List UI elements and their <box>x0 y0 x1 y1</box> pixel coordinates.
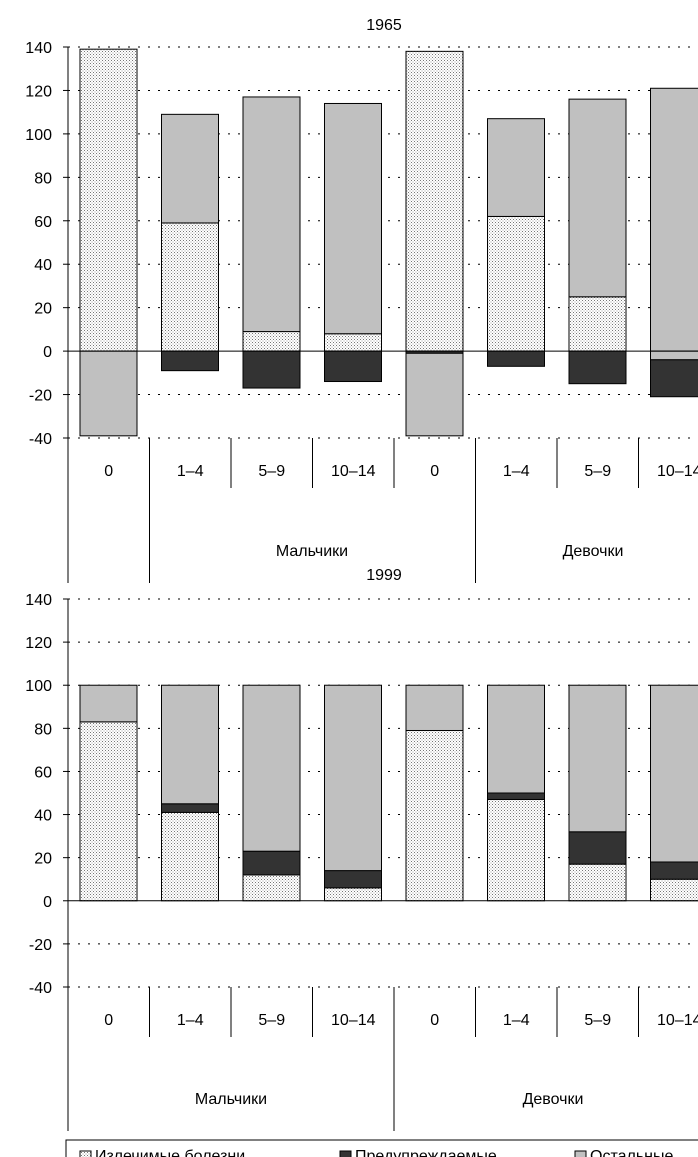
group-label: Мальчики <box>195 1091 267 1108</box>
bar-other <box>324 684 382 872</box>
y-tick-label: 40 <box>34 808 52 825</box>
y-tick-label: 80 <box>34 721 52 738</box>
y-tick-label: -40 <box>29 980 52 997</box>
x-tick-label: 1–4 <box>177 1012 204 1029</box>
y-tick-label: -40 <box>29 431 52 448</box>
y-tick-label: 120 <box>25 635 52 652</box>
bar-other <box>568 684 627 833</box>
bar-treatable <box>324 333 382 352</box>
bar-other <box>405 684 464 731</box>
bar-preventable <box>324 350 382 383</box>
bar-other <box>487 118 545 217</box>
chart-title: 1999 <box>366 567 402 584</box>
x-tick-label: 5–9 <box>258 1012 285 1029</box>
bar-treatable <box>487 798 545 902</box>
y-tick-label: 140 <box>25 592 52 609</box>
x-tick-label: 0 <box>430 1012 439 1029</box>
bar-preventable <box>161 803 219 813</box>
bar-treatable <box>568 863 627 902</box>
bar-treatable <box>405 729 464 902</box>
bar-treatable <box>161 222 219 352</box>
group-label: Девочки <box>563 543 624 560</box>
y-tick-label: 0 <box>43 344 52 361</box>
bar-preventable <box>568 350 627 385</box>
bar-other <box>161 684 219 805</box>
x-tick-label: 0 <box>104 463 113 480</box>
x-tick-label: 1–4 <box>177 463 204 480</box>
bar-other <box>79 684 138 723</box>
bar-preventable <box>161 350 219 372</box>
chart-title: 1965 <box>366 17 402 34</box>
bar-preventable <box>650 359 698 398</box>
x-tick-label: 0 <box>430 463 439 480</box>
bar-other <box>242 684 301 852</box>
bar-preventable <box>487 792 545 800</box>
y-tick-label: 140 <box>25 40 52 57</box>
bar-preventable <box>324 870 382 889</box>
bar-other <box>324 102 382 335</box>
x-tick-label: 10–14 <box>657 1012 698 1029</box>
x-tick-label: 5–9 <box>258 463 285 480</box>
bar-other <box>487 684 545 794</box>
y-tick-label: 100 <box>25 678 52 695</box>
group-label: Мальчики <box>276 543 348 560</box>
bar-preventable <box>487 350 545 367</box>
legend-swatch <box>79 1150 92 1157</box>
x-tick-label: 5–9 <box>584 463 611 480</box>
bar-other <box>161 113 219 224</box>
group-label: Девочки <box>523 1091 584 1108</box>
y-tick-label: 60 <box>34 764 52 781</box>
bar-treatable <box>568 296 627 352</box>
bar-treatable <box>79 721 138 902</box>
y-tick-label: 40 <box>34 257 52 274</box>
bar-treatable <box>161 811 219 902</box>
x-tick-label: 5–9 <box>584 1012 611 1029</box>
y-tick-label: 0 <box>43 894 52 911</box>
bar-other <box>568 98 627 298</box>
legend-label: Предупреждаемые <box>355 1148 497 1157</box>
bar-preventable <box>242 850 301 876</box>
bar-treatable <box>650 878 698 902</box>
x-tick-label: 1–4 <box>503 463 530 480</box>
x-tick-label: 0 <box>104 1012 113 1029</box>
bar-preventable <box>650 861 698 880</box>
bar-treatable <box>487 215 545 352</box>
bar-other <box>650 87 698 352</box>
y-tick-label: 20 <box>34 851 52 868</box>
y-tick-label: -20 <box>29 937 52 954</box>
bar-other <box>650 350 698 361</box>
x-tick-label: 10–14 <box>331 463 376 480</box>
bar-other <box>650 684 698 863</box>
bar-other <box>79 350 138 437</box>
bar-other <box>405 352 464 437</box>
y-tick-label: 20 <box>34 301 52 318</box>
legend-box <box>65 1139 698 1157</box>
bar-other <box>242 96 301 333</box>
x-tick-label: 10–14 <box>657 463 698 480</box>
bar-preventable <box>568 831 627 865</box>
y-tick-label: 80 <box>34 170 52 187</box>
y-tick-label: 100 <box>25 127 52 144</box>
bar-treatable <box>79 48 138 352</box>
bar-treatable <box>324 887 382 902</box>
legend-label: Излечимые болезни <box>95 1148 245 1157</box>
legend-swatch <box>339 1150 352 1157</box>
y-tick-label: 60 <box>34 214 52 231</box>
bar-preventable <box>242 350 301 389</box>
legend-swatch <box>574 1150 587 1157</box>
x-tick-label: 1–4 <box>503 1012 530 1029</box>
bar-treatable <box>405 50 464 352</box>
bar-treatable <box>242 874 301 902</box>
y-tick-label: 120 <box>25 83 52 100</box>
y-tick-label: -20 <box>29 388 52 405</box>
legend-label: Остальные <box>590 1148 674 1157</box>
x-tick-label: 10–14 <box>331 1012 376 1029</box>
bar-treatable <box>242 331 301 352</box>
